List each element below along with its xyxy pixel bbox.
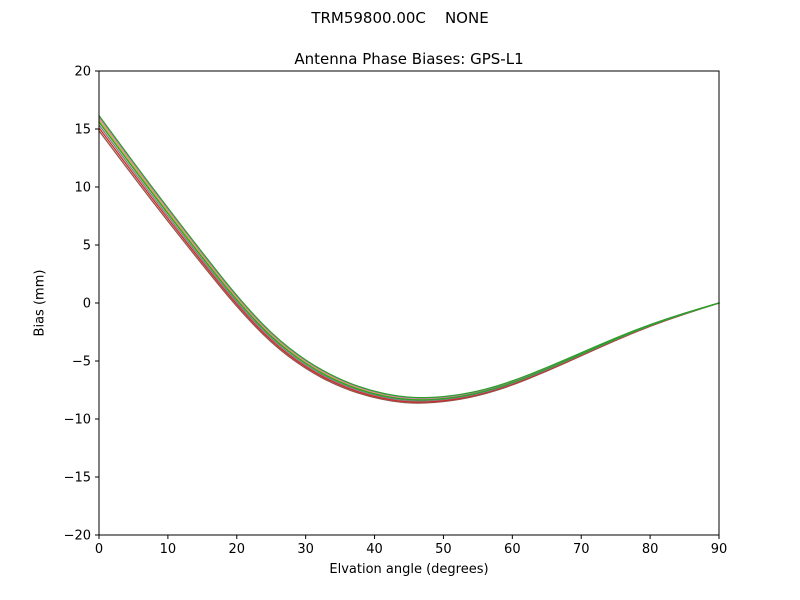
x-tick-label: 60 — [504, 542, 521, 557]
y-tick-label: 10 — [74, 181, 91, 196]
x-tick-label: 80 — [642, 542, 659, 557]
x-tick-label: 70 — [573, 542, 590, 557]
curve-pink — [98, 116, 720, 400]
x-tick-label: 30 — [297, 542, 314, 557]
y-tick-label: 0 — [83, 297, 91, 312]
x-tick-label: 40 — [366, 542, 383, 557]
y-tick-label: 20 — [74, 65, 91, 80]
x-tick-label: 20 — [229, 542, 246, 557]
curve-green-2 — [98, 121, 720, 401]
x-tick-label: 0 — [95, 542, 103, 557]
y-tick-label: 5 — [83, 239, 91, 254]
y-tick-label: 15 — [74, 123, 91, 138]
curve-olive — [98, 119, 720, 400]
y-tick-label: −10 — [64, 413, 91, 428]
y-tick-label: −20 — [64, 529, 91, 544]
x-tick-label: 50 — [435, 542, 452, 557]
curve-gray — [98, 124, 720, 402]
plot-border — [98, 70, 720, 536]
x-tick-label: 90 — [711, 542, 728, 557]
figure-suptitle: TRM59800.00C NONE — [311, 9, 489, 27]
y-tick-label: −15 — [64, 471, 91, 486]
axes-title: Antenna Phase Biases: GPS-L1 — [294, 50, 524, 68]
x-tick-label: 10 — [160, 542, 177, 557]
curve-brown — [98, 130, 720, 404]
x-axis-label: Elvation angle (degrees) — [329, 562, 489, 577]
curve-red — [98, 127, 720, 403]
curve-green — [98, 115, 720, 399]
y-axis-label: Bias (mm) — [32, 269, 48, 337]
y-tick-label: −5 — [72, 355, 91, 370]
